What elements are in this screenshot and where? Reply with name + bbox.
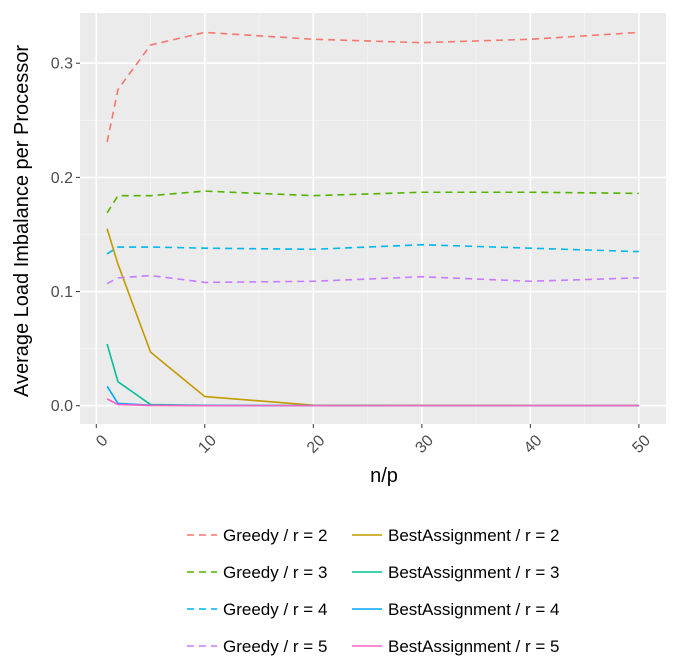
minor-gridlines (80, 13, 666, 424)
legend-item: BestAssignment / r = 4 (352, 600, 560, 619)
y-axis-ticks: 0.0 0.1 0.2 0.3 (51, 56, 80, 415)
legend-item: BestAssignment / r = 2 (352, 526, 560, 545)
series-lines (106, 31, 639, 407)
legend-label: BestAssignment / r = 3 (388, 563, 560, 582)
legend: Greedy / r = 2 BestAssignment / r = 2 Gree… (187, 526, 560, 656)
legend-item: BestAssignment / r = 5 (352, 637, 560, 656)
y-tick-label: 0.0 (51, 398, 73, 415)
x-axis-title: n/p (370, 465, 398, 487)
x-tick-label: 0 (93, 432, 111, 450)
x-tick-label: 50 (629, 432, 654, 457)
legend-label: Greedy / r = 2 (223, 526, 327, 545)
series-line-1 (106, 31, 639, 143)
legend-label: Greedy / r = 5 (223, 637, 327, 656)
legend-label: BestAssignment / r = 2 (388, 526, 560, 545)
legend-item: Greedy / r = 5 (187, 637, 327, 656)
legend-item: Greedy / r = 2 (187, 526, 327, 545)
legend-label: BestAssignment / r = 5 (388, 637, 560, 656)
x-axis-ticks: 0 10 20 30 40 50 (93, 424, 654, 457)
legend-label: Greedy / r = 3 (223, 563, 327, 582)
legend-item: Greedy / r = 4 (187, 600, 327, 619)
legend-item: BestAssignment / r = 3 (352, 563, 560, 582)
x-tick-label: 20 (304, 432, 329, 457)
series-line-5 (106, 243, 639, 255)
y-tick-label: 0.3 (51, 56, 73, 73)
y-tick-label: 0.2 (51, 170, 73, 187)
series-line-3 (106, 190, 639, 214)
x-tick-label: 40 (521, 432, 546, 457)
plot-panel (80, 13, 666, 424)
legend-label: Greedy / r = 4 (223, 600, 327, 619)
legend-label: BestAssignment / r = 4 (388, 600, 560, 619)
legend-item: Greedy / r = 3 (187, 563, 327, 582)
series-line-7 (106, 274, 639, 285)
y-axis-title: Average Load Imbalance per Processor (11, 45, 33, 397)
x-tick-label: 30 (412, 432, 437, 457)
y-tick-label: 0.1 (51, 284, 73, 301)
x-tick-label: 10 (195, 432, 220, 457)
series-line-8 (106, 398, 639, 407)
